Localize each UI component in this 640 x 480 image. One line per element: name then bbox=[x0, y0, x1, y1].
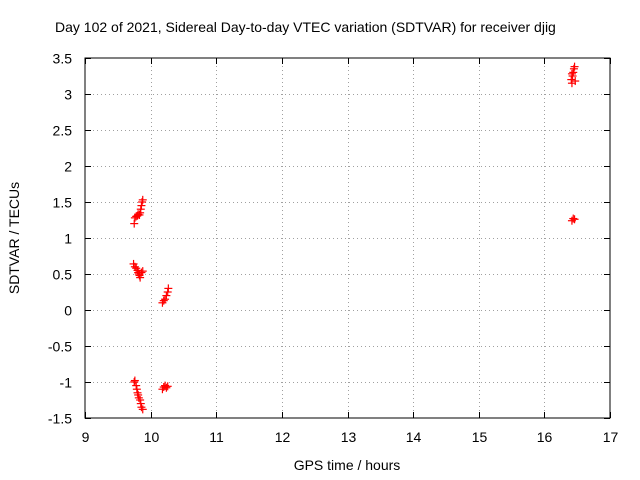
x-tick-label: 12 bbox=[275, 429, 291, 445]
y-tick-label: 0.5 bbox=[53, 267, 73, 283]
y-tick-labels: -1.5 -1 -0.5 0 0.5 1 1.5 2 2.5 3 3.5 bbox=[48, 51, 72, 427]
chart-title: Day 102 of 2021, Sidereal Day-to-day VTE… bbox=[55, 19, 556, 35]
y-tick-label: 2 bbox=[64, 159, 72, 175]
x-tick-labels: 9 10 11 12 13 14 15 16 17 bbox=[82, 429, 619, 445]
data-point bbox=[139, 405, 147, 413]
y-tick-label: 1 bbox=[64, 231, 72, 247]
x-tick-label: 9 bbox=[82, 429, 90, 445]
x-axis-label: GPS time / hours bbox=[294, 457, 401, 473]
y-tick-label: -1 bbox=[60, 375, 73, 391]
data-point bbox=[134, 389, 142, 397]
data-point bbox=[569, 68, 577, 76]
data-point bbox=[137, 403, 145, 411]
x-tick-label: 10 bbox=[144, 429, 160, 445]
data-point bbox=[164, 288, 172, 296]
data-point bbox=[570, 65, 578, 73]
grid bbox=[85, 58, 610, 418]
y-tick-label: 0 bbox=[64, 303, 72, 319]
data-points bbox=[130, 63, 580, 414]
y-tick-label: -1.5 bbox=[48, 411, 72, 427]
data-point bbox=[138, 198, 146, 206]
data-point bbox=[136, 396, 144, 404]
data-point bbox=[569, 215, 577, 223]
plot-area-frame bbox=[85, 58, 610, 418]
y-axis-label: SDTVAR / TECUs bbox=[6, 182, 22, 294]
data-point bbox=[137, 400, 145, 408]
data-point bbox=[567, 76, 575, 84]
y-tick-label: 2.5 bbox=[53, 123, 73, 139]
x-tick-label: 16 bbox=[537, 429, 553, 445]
y-tick-label: 1.5 bbox=[53, 195, 73, 211]
axis-ticks bbox=[85, 58, 611, 419]
x-tick-label: 15 bbox=[472, 429, 488, 445]
data-point bbox=[568, 70, 576, 78]
x-tick-label: 14 bbox=[406, 429, 422, 445]
data-point bbox=[137, 202, 145, 210]
x-tick-label: 13 bbox=[341, 429, 357, 445]
data-point bbox=[131, 377, 139, 385]
data-point bbox=[130, 220, 138, 228]
data-point bbox=[130, 378, 138, 386]
data-point bbox=[164, 284, 172, 292]
data-point bbox=[133, 385, 141, 393]
data-point bbox=[571, 63, 579, 71]
y-tick-label: 3.5 bbox=[53, 51, 73, 67]
y-tick-label: -0.5 bbox=[48, 339, 72, 355]
y-tick-label: 3 bbox=[64, 87, 72, 103]
x-tick-label: 17 bbox=[603, 429, 619, 445]
x-tick-label: 11 bbox=[209, 429, 224, 445]
